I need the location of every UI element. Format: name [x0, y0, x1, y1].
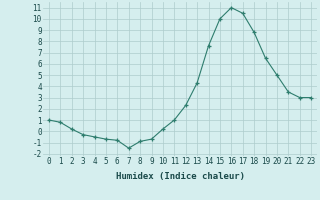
X-axis label: Humidex (Indice chaleur): Humidex (Indice chaleur)	[116, 172, 244, 181]
